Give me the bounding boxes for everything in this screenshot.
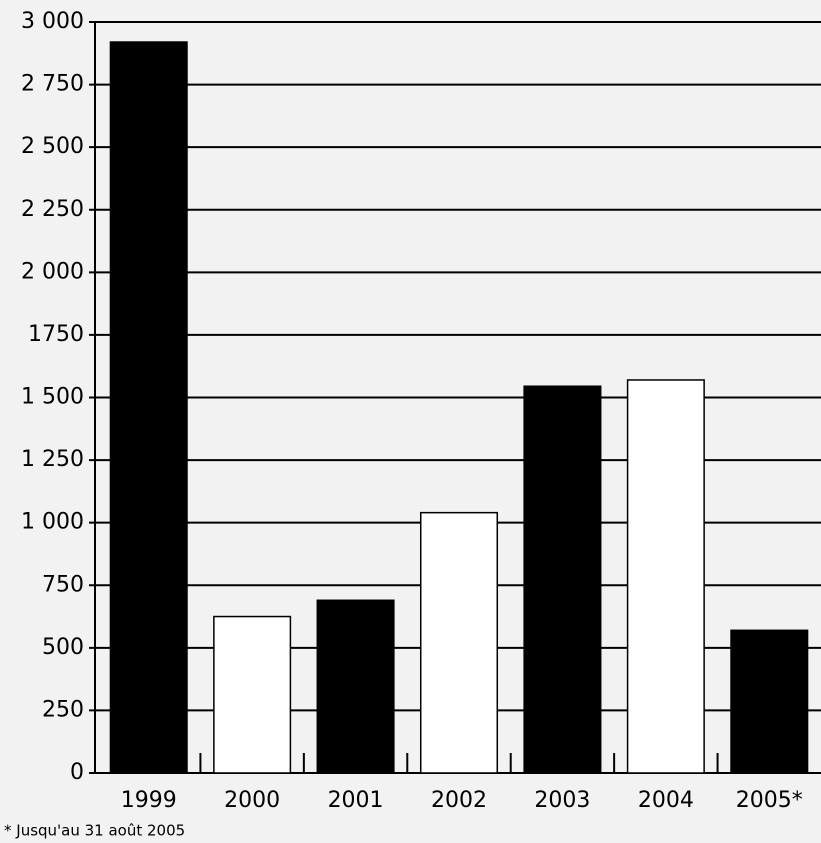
bar: [730, 629, 809, 774]
bar: [523, 385, 602, 774]
y-tick-label: 750: [42, 572, 84, 597]
y-tick-label: 1 000: [21, 510, 84, 535]
x-tick-label: 2000: [224, 788, 280, 813]
x-tick-label: 2001: [328, 788, 384, 813]
bar: [109, 41, 188, 774]
y-tick-label: 500: [42, 635, 84, 660]
y-tick-label: 1 500: [21, 385, 84, 410]
y-tick-label: 3 000: [21, 9, 84, 34]
y-tick-label: 0: [70, 760, 84, 785]
y-tick-label: 2 500: [21, 134, 84, 159]
bar: [316, 599, 395, 774]
x-tick-label: 2002: [431, 788, 487, 813]
x-tick-label: 2005*: [736, 788, 803, 813]
footnote: * Jusqu'au 31 août 2005: [4, 822, 185, 840]
y-tick-label: 2 250: [21, 197, 84, 222]
bar: [419, 511, 499, 774]
x-tick-label: 1999: [121, 788, 177, 813]
y-tick-label: 1750: [28, 322, 84, 347]
x-tick-label: 2004: [638, 788, 694, 813]
y-tick-label: 250: [42, 697, 84, 722]
y-tick-label: 1 250: [21, 447, 84, 472]
y-tick-label: 2 750: [21, 72, 84, 97]
x-tick-label: 2003: [534, 788, 590, 813]
bar: [626, 379, 705, 774]
bar: [213, 615, 292, 774]
y-tick-label: 2 000: [21, 259, 84, 284]
